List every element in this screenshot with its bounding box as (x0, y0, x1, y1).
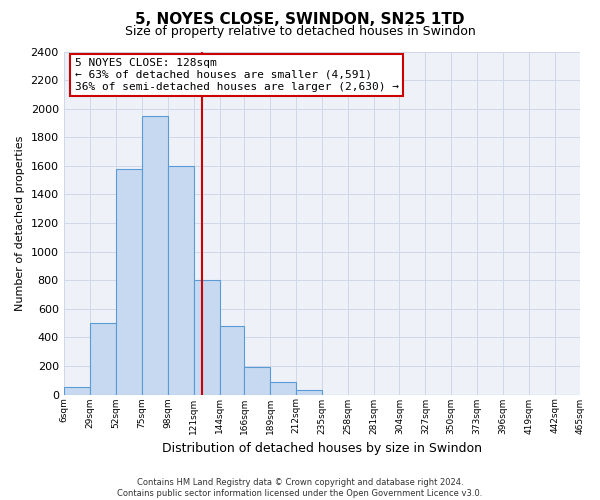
Bar (168, 166, 194, 394)
Text: Size of property relative to detached houses in Swindon: Size of property relative to detached ho… (125, 25, 475, 38)
Y-axis label: Number of detached properties: Number of detached properties (15, 136, 25, 310)
X-axis label: Distribution of detached houses by size in Swindon: Distribution of detached houses by size … (163, 442, 482, 455)
Bar (194, 280, 220, 394)
Text: 5 NOYES CLOSE: 128sqm
← 63% of detached houses are smaller (4,591)
36% of semi-d: 5 NOYES CLOSE: 128sqm ← 63% of detached … (74, 58, 398, 92)
Bar (64, 388, 90, 394)
Bar (270, 382, 296, 394)
Bar (244, 368, 270, 394)
Bar (220, 326, 244, 394)
Text: Contains HM Land Registry data © Crown copyright and database right 2024.
Contai: Contains HM Land Registry data © Crown c… (118, 478, 482, 498)
Text: 5, NOYES CLOSE, SWINDON, SN25 1TD: 5, NOYES CLOSE, SWINDON, SN25 1TD (135, 12, 465, 28)
Bar (296, 390, 322, 394)
Bar (142, 116, 168, 394)
Bar (90, 323, 116, 394)
Bar (116, 168, 142, 394)
